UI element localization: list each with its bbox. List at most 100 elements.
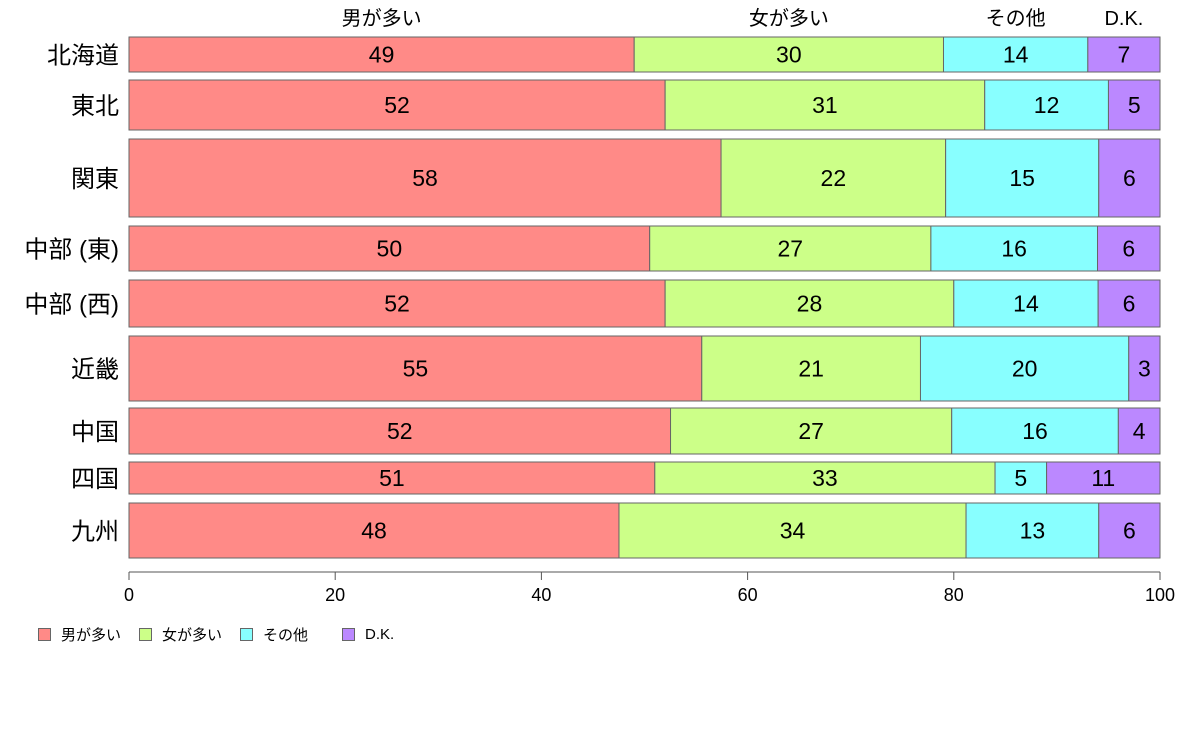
series-header-label: その他 [986, 7, 1046, 30]
bar-value-label: 34 [780, 518, 806, 544]
bar-segment [984, 79, 1109, 131]
bar-segment [670, 407, 953, 455]
category-label: 東北 [71, 93, 119, 120]
legend-label-men: 男が多い [61, 627, 122, 644]
bar-value-label: 51 [379, 465, 405, 491]
bar-value-label: 13 [1020, 518, 1046, 544]
bar-segment [1128, 335, 1161, 402]
bar-value-label: 52 [387, 418, 413, 444]
bar-segment [1097, 279, 1161, 328]
bar-segment [965, 502, 1100, 559]
legend-item-dk: D.K. [342, 626, 394, 643]
bar-segment [649, 225, 932, 272]
legend-label-dk: D.K. [365, 626, 395, 643]
bar-segment [664, 279, 955, 328]
bar-segment [128, 36, 635, 73]
bar-value-label: 49 [369, 42, 395, 68]
category-label: 中部 (西) [24, 292, 119, 319]
bar-value-label: 50 [377, 236, 403, 262]
bar-segment [701, 335, 921, 402]
bar-value-label: 27 [778, 236, 804, 262]
bar-value-label: 16 [1022, 418, 1048, 444]
x-tick-label: 60 [738, 585, 758, 605]
bar-segment [720, 138, 947, 218]
bar-value-label: 31 [812, 92, 838, 118]
x-tick-label: 20 [325, 585, 345, 605]
bar-value-label: 6 [1123, 165, 1136, 191]
legend-swatch-women [139, 628, 153, 641]
bar-value-label: 4 [1133, 418, 1146, 444]
x-tick-label: 0 [124, 585, 134, 605]
bar-value-label: 48 [361, 518, 387, 544]
bar-value-label: 3 [1138, 356, 1151, 382]
bar-segment [654, 461, 996, 495]
bar-segment [994, 461, 1048, 495]
category-label: 北海道 [47, 43, 119, 70]
category-label: 近畿 [71, 357, 119, 384]
bar-segment [128, 138, 722, 218]
legend: 男が多い 女が多い その他 D.K. [38, 624, 412, 645]
bar-value-label: 11 [1091, 465, 1115, 491]
bar-value-label: 6 [1123, 518, 1136, 544]
bar-value-label: 58 [412, 165, 438, 191]
bar-segment [945, 138, 1100, 218]
bar-segment [618, 502, 967, 559]
bar-value-label: 33 [812, 465, 838, 491]
bar-value-label: 55 [403, 356, 429, 382]
bar-value-label: 5 [1128, 92, 1141, 118]
category-label: 中国 [71, 419, 119, 446]
bar-value-label: 20 [1012, 356, 1038, 382]
bar-segment [1046, 461, 1161, 495]
bar-value-label: 22 [821, 165, 847, 191]
bar-value-label: 6 [1123, 291, 1136, 317]
bar-segment [633, 36, 944, 73]
bar-segment [664, 79, 986, 131]
series-header-label: 男が多い [342, 7, 422, 30]
bar-segment [1097, 225, 1161, 272]
bar-segment [1098, 138, 1161, 218]
bar-value-label: 27 [798, 418, 824, 444]
legend-item-men: 男が多い [38, 624, 121, 645]
x-tick-label: 100 [1145, 585, 1175, 605]
bar-value-label: 28 [797, 291, 823, 317]
legend-item-women: 女が多い [139, 624, 222, 645]
bar-segment [128, 502, 620, 559]
bar-value-label: 14 [1003, 42, 1029, 68]
legend-swatch-other [240, 628, 254, 641]
legend-label-women: 女が多い [162, 627, 223, 644]
category-label: 四国 [71, 466, 119, 493]
bar-segment [1117, 407, 1161, 455]
bar-value-label: 16 [1001, 236, 1027, 262]
x-tick-label: 80 [944, 585, 964, 605]
bar-value-label: 21 [798, 356, 824, 382]
bar-segment [1087, 36, 1161, 73]
category-label: 中部 (東) [24, 237, 119, 264]
series-header-label: D.K. [1104, 8, 1143, 30]
bar-segment [128, 225, 651, 272]
legend-label-other: その他 [263, 627, 309, 644]
bar-segment [951, 407, 1119, 455]
bar-segment [128, 79, 666, 131]
legend-swatch-men [38, 628, 51, 641]
category-label: 九州 [71, 519, 119, 546]
bar-value-label: 7 [1118, 42, 1131, 68]
bar-segment [919, 335, 1130, 402]
bar-segment [1107, 79, 1161, 131]
bar-value-label: 12 [1034, 92, 1060, 118]
bar-value-label: 15 [1009, 165, 1035, 191]
bar-value-label: 14 [1013, 291, 1039, 317]
series-header-label: 女が多い [749, 7, 829, 30]
bar-segment [930, 225, 1099, 272]
legend-item-other: その他 [240, 624, 308, 645]
bar-segment [128, 407, 672, 455]
bar-value-label: 52 [384, 291, 410, 317]
bar-value-label: 5 [1014, 465, 1027, 491]
bar-value-label: 30 [776, 42, 802, 68]
bar-value-label: 6 [1122, 236, 1135, 262]
x-tick-label: 40 [531, 585, 551, 605]
category-label: 関東 [71, 166, 119, 193]
bar-value-label: 52 [384, 92, 410, 118]
bar-segment [1098, 502, 1161, 559]
